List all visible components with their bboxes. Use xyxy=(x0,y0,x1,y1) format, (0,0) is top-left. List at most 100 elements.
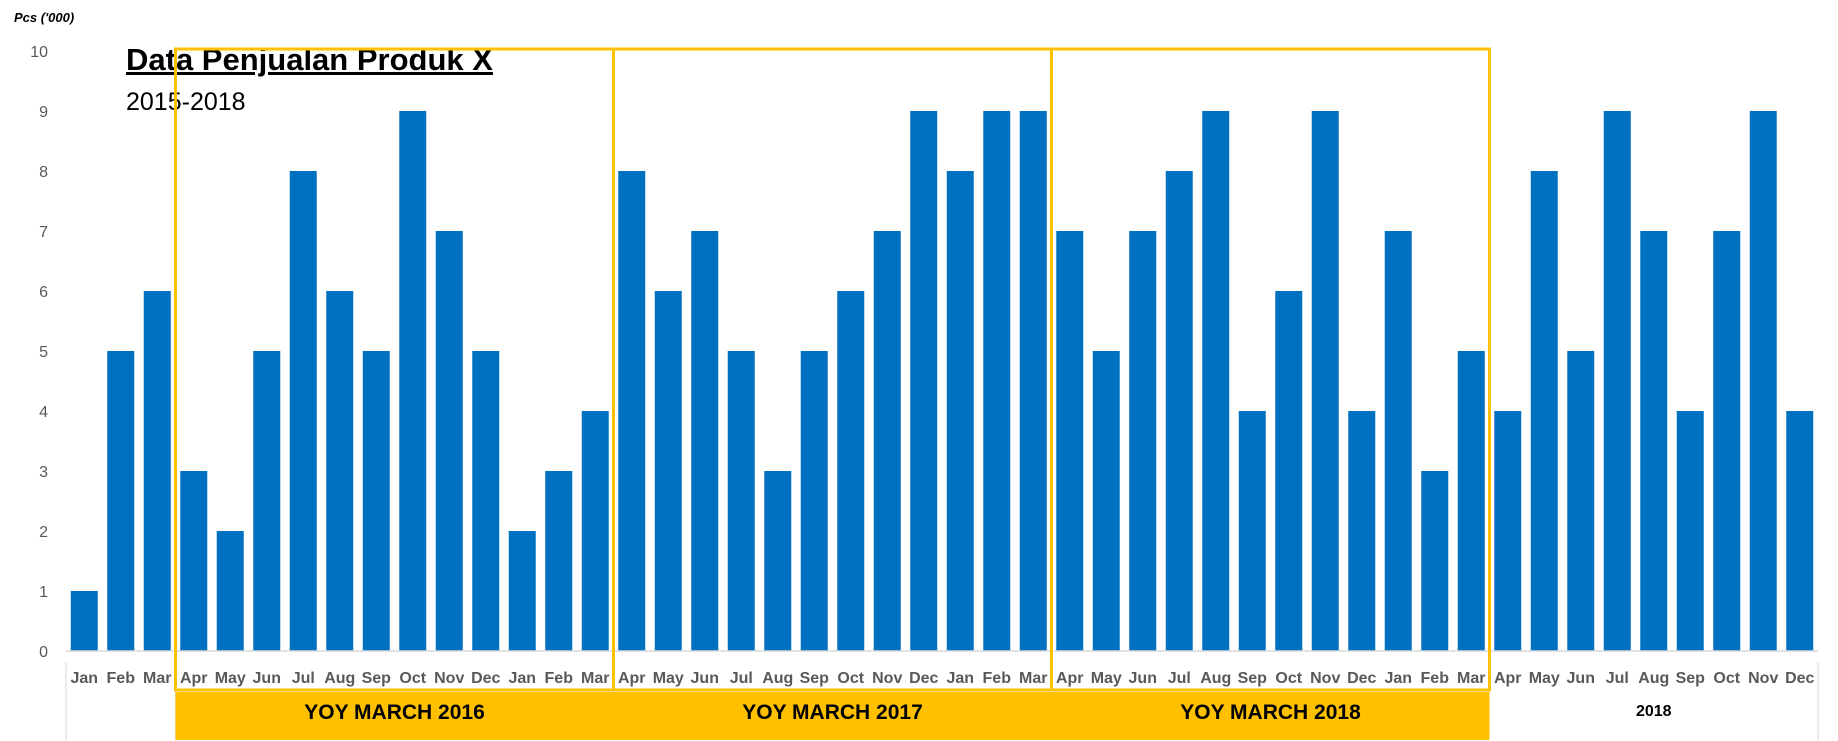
bar xyxy=(764,471,792,651)
x-tick-label: Apr xyxy=(180,670,208,687)
bar xyxy=(910,111,938,651)
x-tick-label: Jul xyxy=(730,670,753,687)
bar xyxy=(1056,231,1084,651)
x-tick-label: Sep xyxy=(1676,670,1706,687)
x-tick-label: Dec xyxy=(909,670,938,687)
bar xyxy=(618,171,646,651)
bar xyxy=(143,291,171,651)
bar xyxy=(326,291,354,651)
x-tick-label: Jul xyxy=(1168,670,1191,687)
x-tick-label: Nov xyxy=(1310,670,1340,687)
bar xyxy=(1494,411,1522,651)
bar xyxy=(1567,351,1595,651)
bar xyxy=(1640,231,1668,651)
bar xyxy=(1421,471,1449,651)
bar xyxy=(691,231,719,651)
bar xyxy=(1676,411,1704,651)
bar xyxy=(216,531,244,651)
x-tick-label: Oct xyxy=(399,670,426,687)
y-tick-label: 1 xyxy=(39,584,48,601)
group-band xyxy=(1051,692,1490,740)
x-tick-label: Mar xyxy=(1457,670,1485,687)
x-tick-label: Jan xyxy=(946,670,974,687)
x-tick-label: Jan xyxy=(508,670,536,687)
x-tick-label: Sep xyxy=(1238,670,1268,687)
x-tick-label: May xyxy=(1091,670,1122,687)
x-tick-label: Feb xyxy=(545,670,574,687)
y-tick-label: 3 xyxy=(39,464,48,481)
x-tick-label: May xyxy=(653,670,684,687)
bar xyxy=(1530,171,1558,651)
bar xyxy=(1786,411,1814,651)
x-tick-label: Mar xyxy=(581,670,609,687)
group-label: 2018 xyxy=(1636,703,1672,720)
bar xyxy=(1165,171,1193,651)
group-highlight-box xyxy=(1050,47,1491,692)
bar xyxy=(1603,111,1631,651)
bar xyxy=(289,171,317,651)
group-label: YOY MARCH 2018 xyxy=(1180,701,1361,724)
y-tick-label: 8 xyxy=(39,164,48,181)
x-tick-label: Nov xyxy=(434,670,464,687)
group-label: YOY MARCH 2017 xyxy=(742,701,923,724)
x-tick-label: Jun xyxy=(691,670,719,687)
bar xyxy=(1457,351,1485,651)
bar xyxy=(362,351,390,651)
bar xyxy=(1348,411,1376,651)
y-tick-label: 5 xyxy=(39,344,48,361)
bar xyxy=(399,111,427,651)
bar xyxy=(837,291,865,651)
x-tick-label: Feb xyxy=(107,670,136,687)
bar xyxy=(1384,231,1412,651)
bar xyxy=(1019,111,1047,651)
bar xyxy=(107,351,135,651)
bar xyxy=(727,351,755,651)
group-label: YOY MARCH 2016 xyxy=(304,701,485,724)
x-tick-label: Mar xyxy=(143,670,171,687)
x-tick-label: Jan xyxy=(70,670,98,687)
x-tick-label: Sep xyxy=(362,670,392,687)
x-tick-label: Jun xyxy=(1129,670,1157,687)
y-tick-label: 7 xyxy=(39,224,48,241)
x-tick-label: Dec xyxy=(1785,670,1814,687)
y-tick-label: 0 xyxy=(39,644,48,661)
bar xyxy=(435,231,463,651)
x-tick-label: Sep xyxy=(800,670,830,687)
x-tick-label: Aug xyxy=(1638,670,1669,687)
bar xyxy=(70,591,98,651)
bar xyxy=(1713,231,1741,651)
x-tick-label: Dec xyxy=(471,670,500,687)
x-tick-label: Aug xyxy=(324,670,355,687)
x-tick-label: Jul xyxy=(1606,670,1629,687)
bar xyxy=(1202,111,1230,651)
x-tick-label: Mar xyxy=(1019,670,1047,687)
x-tick-label: Dec xyxy=(1347,670,1376,687)
bar xyxy=(946,171,974,651)
chart-subtitle: 2015-2018 xyxy=(126,88,246,116)
group-band xyxy=(613,692,1052,740)
x-tick-label: Apr xyxy=(1494,670,1522,687)
x-tick-label: Oct xyxy=(1713,670,1740,687)
bar xyxy=(1092,351,1120,651)
bar xyxy=(1311,111,1339,651)
y-tick-label: 4 xyxy=(39,404,48,421)
bar xyxy=(1238,411,1266,651)
x-tick-label: Feb xyxy=(983,670,1012,687)
x-tick-label: Aug xyxy=(762,670,793,687)
x-tick-label: Nov xyxy=(1748,670,1778,687)
x-tick-label: Oct xyxy=(837,670,864,687)
x-tick-label: May xyxy=(1529,670,1560,687)
bar xyxy=(508,531,536,651)
x-tick-label: Jun xyxy=(1567,670,1595,687)
bar xyxy=(581,411,609,651)
bar xyxy=(983,111,1011,651)
bar xyxy=(253,351,281,651)
bar xyxy=(180,471,208,651)
y-tick-label: 2 xyxy=(39,524,48,541)
x-tick-label: Feb xyxy=(1421,670,1450,687)
bar xyxy=(873,231,901,651)
x-tick-label: May xyxy=(215,670,246,687)
group-band xyxy=(175,692,614,740)
